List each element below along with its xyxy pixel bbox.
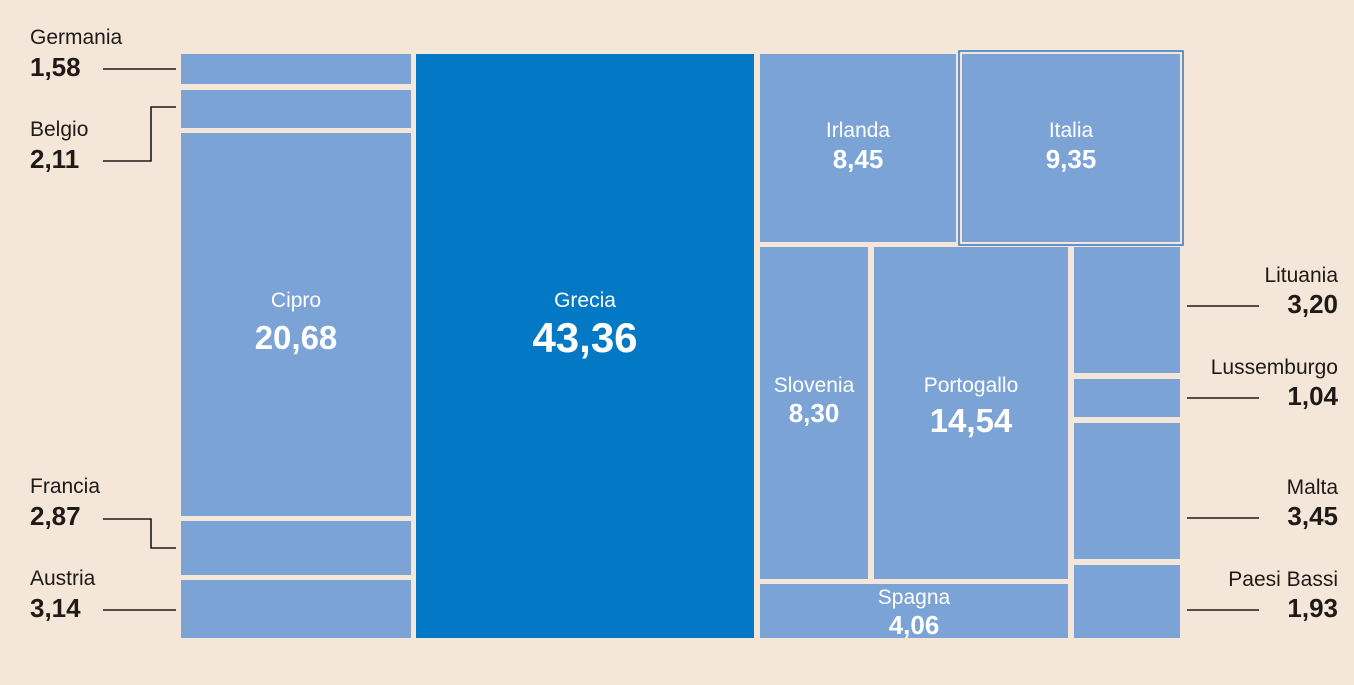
tile-value-italia: 9,35 bbox=[1046, 144, 1097, 174]
treemap-tile-portogallo bbox=[874, 247, 1068, 579]
treemap-tile-italia bbox=[962, 54, 1180, 242]
leader-line-francia bbox=[103, 518, 176, 549]
treemap-tile-group-belgio: Belgio 2,11 bbox=[30, 90, 411, 174]
treemap-tile-lussemburgo bbox=[1074, 379, 1180, 417]
tile-value-grecia: 43,36 bbox=[532, 314, 637, 361]
outside-value-malta: 3,45 bbox=[1287, 501, 1338, 531]
treemap-tile-irlanda bbox=[760, 54, 956, 242]
treemap-tile-group-austria: Austria 3,14 bbox=[30, 567, 411, 638]
outside-name-malta: Malta bbox=[1287, 476, 1339, 499]
treemap-tile-germania bbox=[181, 54, 411, 84]
treemap-tile-francia bbox=[181, 521, 411, 575]
tile-value-spagna: 4,06 bbox=[889, 610, 940, 640]
outside-name-belgio: Belgio bbox=[30, 118, 88, 141]
leader-line-belgio bbox=[103, 106, 176, 162]
treemap-tile-group-portogallo: Portogallo 14,54 bbox=[874, 247, 1068, 579]
treemap-tile-slovenia bbox=[760, 247, 868, 579]
outside-value-lussemburgo: 1,04 bbox=[1287, 381, 1338, 411]
treemap-tile-malta bbox=[1074, 423, 1180, 559]
outside-value-paesi-bassi: 1,93 bbox=[1287, 593, 1338, 623]
outside-value-belgio: 2,11 bbox=[30, 144, 79, 174]
outside-name-francia: Francia bbox=[30, 475, 100, 498]
treemap-tile-austria bbox=[181, 580, 411, 638]
outside-name-lussemburgo: Lussemburgo bbox=[1211, 356, 1338, 379]
treemap-tile-group-germania: Germania 1,58 bbox=[30, 26, 411, 84]
outside-value-austria: 3,14 bbox=[30, 593, 81, 623]
tile-value-irlanda: 8,45 bbox=[833, 144, 884, 174]
outside-name-austria: Austria bbox=[30, 567, 96, 590]
outside-value-francia: 2,87 bbox=[30, 501, 81, 531]
tile-name-cipro: Cipro bbox=[271, 289, 321, 312]
treemap-tile-paesi-bassi bbox=[1074, 565, 1180, 638]
outside-value-lituania: 3,20 bbox=[1287, 289, 1338, 319]
treemap-tile-belgio bbox=[181, 90, 411, 128]
outside-name-lituania: Lituania bbox=[1264, 264, 1338, 287]
outside-name-germania: Germania bbox=[30, 26, 123, 49]
tile-name-slovenia: Slovenia bbox=[774, 374, 855, 397]
tile-value-cipro: 20,68 bbox=[255, 319, 338, 356]
treemap-tile-lituania bbox=[1074, 247, 1180, 373]
treemap-tile-cipro bbox=[181, 133, 411, 516]
outside-name-paesi-bassi: Paesi Bassi bbox=[1228, 568, 1338, 591]
outside-value-germania: 1,58 bbox=[30, 52, 81, 82]
treemap-tile-group-cipro: Cipro 20,68 bbox=[181, 133, 411, 516]
tile-name-portogallo: Portogallo bbox=[924, 374, 1019, 397]
tile-name-spagna: Spagna bbox=[878, 586, 951, 609]
treemap-tile-outline-italia bbox=[958, 50, 1184, 246]
tile-name-irlanda: Irlanda bbox=[826, 119, 891, 142]
treemap-tile-grecia bbox=[416, 54, 754, 638]
tile-name-italia: Italia bbox=[1049, 119, 1094, 142]
tile-value-slovenia: 8,30 bbox=[789, 398, 840, 428]
treemap-tile-spagna bbox=[760, 584, 1068, 638]
treemap-tile-group-francia: Francia 2,87 bbox=[30, 475, 411, 575]
tile-name-grecia: Grecia bbox=[554, 289, 616, 312]
tile-value-portogallo: 14,54 bbox=[930, 402, 1013, 439]
